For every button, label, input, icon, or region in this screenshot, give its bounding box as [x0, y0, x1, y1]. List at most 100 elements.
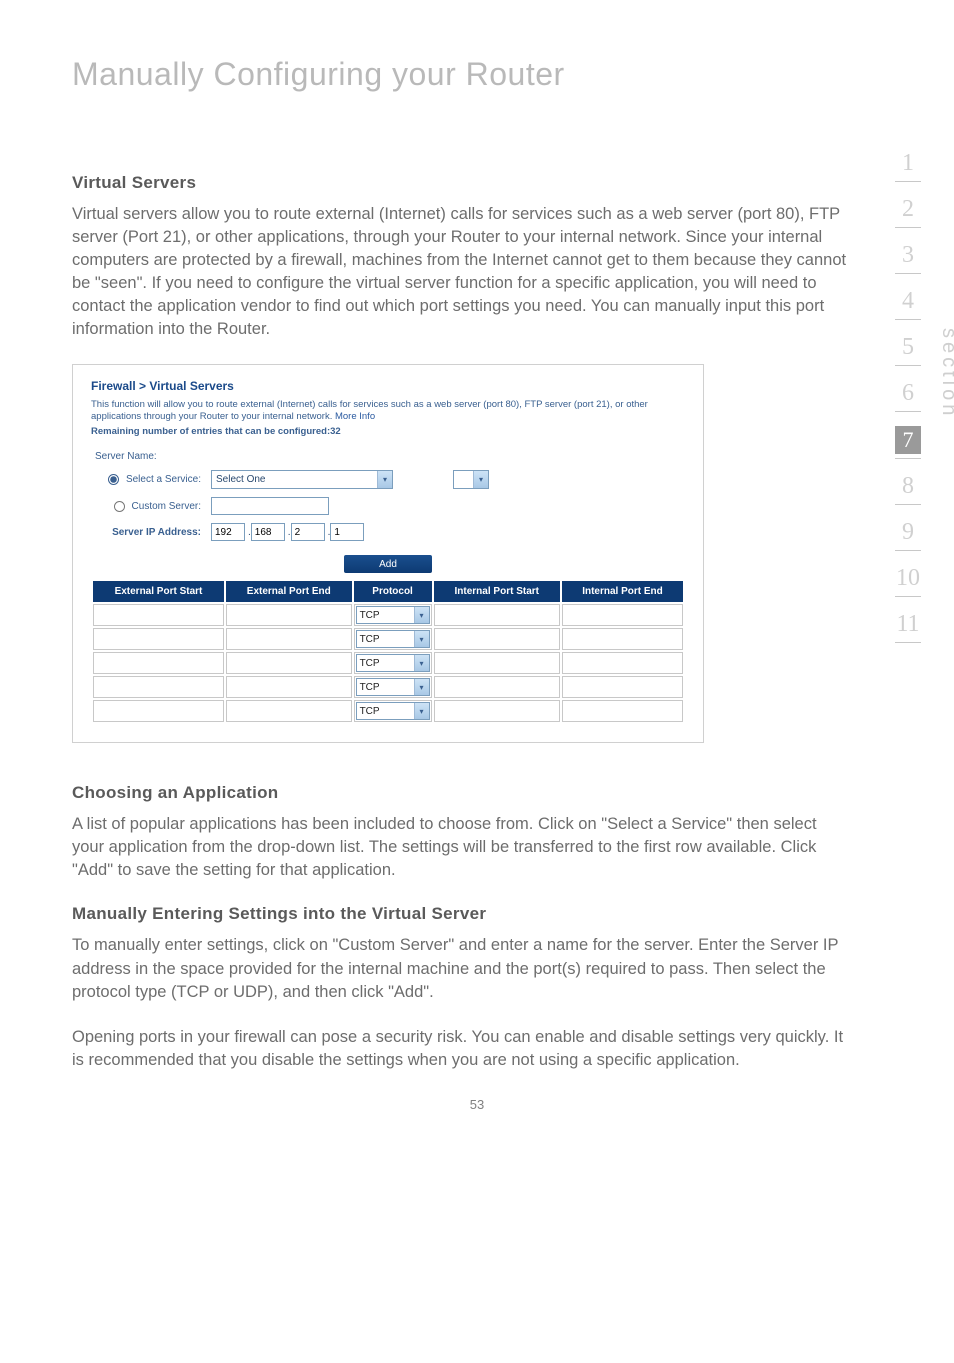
- col-int-end: Internal Port End: [562, 581, 683, 602]
- table-cell[interactable]: [562, 652, 683, 674]
- table-cell[interactable]: [434, 700, 560, 722]
- protocol-dropdown[interactable]: TCP▾: [356, 654, 430, 672]
- table-row: TCP▾: [93, 652, 683, 674]
- nav-divider: [895, 596, 921, 597]
- protocol-dropdown[interactable]: TCP▾: [356, 678, 430, 696]
- table-cell[interactable]: [93, 604, 224, 626]
- table-cell[interactable]: TCP▾: [354, 604, 432, 626]
- remaining-count: Remaining number of entries that can be …: [91, 426, 685, 437]
- nav-item[interactable]: 9: [880, 519, 936, 546]
- table-cell[interactable]: TCP▾: [354, 652, 432, 674]
- table-row: TCP▾: [93, 628, 683, 650]
- table-cell[interactable]: [562, 604, 683, 626]
- nav-divider: [895, 181, 921, 182]
- protocol-value: TCP: [357, 658, 414, 669]
- table-cell[interactable]: [93, 676, 224, 698]
- nav-item[interactable]: 10: [880, 565, 936, 592]
- table-cell[interactable]: [562, 700, 683, 722]
- table-header-row: External Port Start External Port End Pr…: [93, 581, 683, 602]
- nav-item[interactable]: 8: [880, 473, 936, 500]
- protocol-dropdown[interactable]: TCP▾: [356, 606, 430, 624]
- nav-divider: [895, 504, 921, 505]
- col-int-start: Internal Port Start: [434, 581, 560, 602]
- nav-divider: [895, 642, 921, 643]
- nav-item[interactable]: 4: [880, 288, 936, 315]
- body-text-manual-2: Opening ports in your firewall can pose …: [72, 1026, 852, 1072]
- add-button[interactable]: Add: [344, 555, 432, 573]
- custom-server-radio[interactable]: [114, 501, 125, 512]
- protocol-value: TCP: [357, 706, 414, 717]
- table-cell[interactable]: TCP▾: [354, 700, 432, 722]
- nav-divider: [895, 365, 921, 366]
- protocol-value: TCP: [357, 634, 414, 645]
- protocol-value: TCP: [357, 610, 414, 621]
- table-cell[interactable]: [93, 700, 224, 722]
- table-row: TCP▾: [93, 604, 683, 626]
- table-cell[interactable]: [93, 652, 224, 674]
- table-cell[interactable]: TCP▾: [354, 628, 432, 650]
- server-ip-label: Server IP Address:: [91, 527, 211, 538]
- nav-divider: [895, 550, 921, 551]
- table-cell[interactable]: [226, 652, 352, 674]
- protocol-dropdown[interactable]: TCP▾: [356, 702, 430, 720]
- section-heading-manual: Manually Entering Settings into the Virt…: [72, 904, 882, 924]
- body-text-virtual-servers: Virtual servers allow you to route exter…: [72, 203, 852, 342]
- nav-item[interactable]: 2: [880, 196, 936, 223]
- service-dropdown[interactable]: Select One ▾: [211, 470, 393, 489]
- nav-item[interactable]: 3: [880, 242, 936, 269]
- table-cell[interactable]: [434, 676, 560, 698]
- page-number: 53: [470, 1097, 484, 1112]
- body-text-manual-1: To manually enter settings, click on "Cu…: [72, 934, 852, 1003]
- select-service-radio[interactable]: [108, 474, 119, 485]
- section-nav: 1 2 3 4 5 6 7 8 9 10 11: [880, 150, 936, 657]
- protocol-value: TCP: [357, 682, 414, 693]
- nav-divider: [895, 319, 921, 320]
- table-cell[interactable]: [434, 652, 560, 674]
- chevron-down-icon: ▾: [414, 679, 429, 695]
- ip-octet-3[interactable]: [291, 523, 325, 541]
- table-cell[interactable]: [434, 628, 560, 650]
- col-ext-start: External Port Start: [93, 581, 224, 602]
- chapter-title: Manually Configuring your Router: [72, 56, 882, 93]
- table-cell[interactable]: TCP▾: [354, 676, 432, 698]
- protocol-dropdown[interactable]: TCP▾: [356, 630, 430, 648]
- table-cell[interactable]: [226, 604, 352, 626]
- section-heading-virtual-servers: Virtual Servers: [72, 173, 882, 193]
- nav-divider: [895, 273, 921, 274]
- table-cell[interactable]: [226, 700, 352, 722]
- table-cell[interactable]: [226, 628, 352, 650]
- ip-octet-4[interactable]: [330, 523, 364, 541]
- select-service-text: Select a Service:: [126, 474, 201, 485]
- nav-item-active[interactable]: 7: [895, 426, 921, 454]
- nav-item[interactable]: 5: [880, 334, 936, 361]
- table-cell[interactable]: [562, 628, 683, 650]
- panel-description: This function will allow you to route ex…: [91, 399, 685, 425]
- nav-divider: [895, 227, 921, 228]
- custom-server-label: Custom Server:: [91, 501, 211, 512]
- secondary-dropdown[interactable]: ▾: [453, 470, 489, 489]
- ip-octet-1[interactable]: [211, 523, 245, 541]
- table-cell[interactable]: [226, 676, 352, 698]
- col-protocol: Protocol: [354, 581, 432, 602]
- custom-server-input[interactable]: [211, 497, 329, 515]
- table-cell[interactable]: [93, 628, 224, 650]
- col-ext-end: External Port End: [226, 581, 352, 602]
- nav-item[interactable]: 6: [880, 380, 936, 407]
- more-info-link[interactable]: More Info: [335, 411, 375, 422]
- nav-item[interactable]: 11: [880, 611, 936, 638]
- screenshot-panel: Firewall > Virtual Servers This function…: [72, 364, 704, 744]
- nav-item[interactable]: 1: [880, 150, 936, 177]
- nav-divider: [895, 411, 921, 412]
- chevron-down-icon: ▾: [414, 607, 429, 623]
- body-text-choosing: A list of popular applications has been …: [72, 813, 852, 882]
- table-cell[interactable]: [434, 604, 560, 626]
- chevron-down-icon: ▾: [414, 655, 429, 671]
- custom-server-text: Custom Server:: [132, 501, 201, 512]
- table-cell[interactable]: [562, 676, 683, 698]
- chevron-down-icon: ▾: [414, 703, 429, 719]
- server-name-label: Server Name:: [91, 451, 211, 462]
- select-service-label: Select a Service:: [91, 474, 211, 485]
- chevron-down-icon: ▾: [414, 631, 429, 647]
- table-row: TCP▾: [93, 700, 683, 722]
- ip-octet-2[interactable]: [251, 523, 285, 541]
